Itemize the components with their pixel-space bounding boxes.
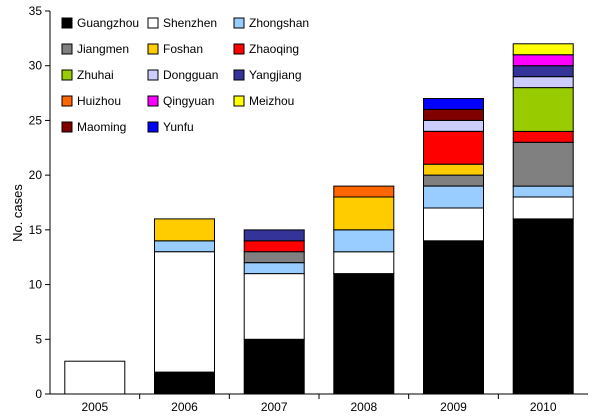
bar-zhongshan-2007 (243, 262, 305, 275)
bar-zhuhai-2010 (512, 87, 574, 132)
legend-label-meizhou: Meizhou (249, 94, 294, 108)
bar-shenzhen-2009 (423, 207, 484, 242)
y-tick-label-5: 5 (35, 332, 42, 346)
bar-guangzhou-2007 (243, 338, 305, 395)
bar-shenzhen-2007 (243, 273, 305, 340)
legend-label-dongguan: Dongguan (163, 68, 218, 82)
axes-layer: 0 5 10 15 20 25 30 35 2005 2006 2007 2008 2009 2010 (29, 4, 588, 414)
y-tick-label-10: 10 (29, 278, 43, 292)
bar-yangjiang-2010 (512, 65, 574, 78)
x-tick-label-2008: 2008 (350, 400, 377, 414)
bar-yunfu-2009 (423, 98, 484, 110)
bar-shenzhen-2005 (64, 360, 126, 395)
bar-yangjiang-2007 (243, 229, 305, 242)
bar-zhongshan-2006 (154, 240, 215, 253)
legend-label-yunfu: Yunfu (163, 120, 194, 134)
x-tick-label-2006: 2006 (171, 400, 198, 414)
legend-swatch-jiangmen (61, 43, 73, 55)
legend: Guangzhou Shenzhen Zhongshan Jiangmen Foshan… (61, 16, 309, 134)
bar-foshan-2008 (333, 196, 395, 231)
bar-jiangmen-2009 (423, 174, 484, 187)
bar-dongguan-2009 (423, 119, 484, 132)
x-tick-label-2007: 2007 (261, 400, 288, 414)
bar-zhaoqing-2009 (423, 130, 484, 165)
legend-swatch-meizhou (233, 95, 245, 107)
legend-swatch-qingyuan (147, 95, 159, 107)
legend-swatch-yangjiang (233, 69, 245, 81)
legend-label-yangjiang: Yangjiang (249, 68, 302, 82)
y-tick-label-35: 35 (29, 4, 43, 18)
legend-label-foshan: Foshan (163, 42, 203, 56)
legend-swatch-foshan (147, 43, 159, 55)
legend-swatch-guangzhou (61, 17, 73, 29)
legend-label-jiangmen: Jiangmen (77, 42, 129, 56)
legend-label-qingyuan: Qingyuan (163, 94, 214, 108)
legend-label-zhongshan: Zhongshan (249, 16, 309, 30)
bar-meizhou-2010 (512, 43, 574, 56)
x-tick-label-2010: 2010 (530, 400, 557, 414)
y-tick-label-30: 30 (29, 59, 43, 73)
bar-shenzhen-2008 (333, 251, 395, 275)
bar-maoming-2009 (423, 109, 484, 121)
legend-swatch-maoming (61, 121, 73, 133)
legend-label-maoming: Maoming (77, 120, 126, 134)
bar-guangzhou-2006 (154, 371, 215, 395)
legend-label-shenzhen: Shenzhen (163, 16, 217, 30)
bar-zhongshan-2010 (512, 185, 574, 198)
bar-shenzhen-2006 (154, 251, 215, 373)
legend-swatch-zhuhai (61, 69, 73, 81)
bar-zhaoqing-2010 (512, 130, 574, 143)
bar-qingyuan-2010 (512, 54, 574, 67)
bar-zhongshan-2009 (423, 185, 484, 209)
legend-swatch-huizhou (61, 95, 73, 107)
legend-label-zhaoqing: Zhaoqing (249, 42, 299, 56)
y-axis-title: No. cases (10, 184, 25, 242)
x-tick-label-2009: 2009 (440, 400, 467, 414)
bar-shenzhen-2010 (512, 196, 574, 220)
bar-guangzhou-2009 (423, 240, 484, 395)
legend-swatch-shenzhen (147, 17, 159, 29)
bars-layer (64, 43, 574, 395)
legend-label-huizhou: Huizhou (77, 94, 121, 108)
legend-swatch-zhongshan (233, 17, 245, 29)
bar-dongguan-2010 (512, 76, 574, 89)
bar-zhaoqing-2007 (243, 240, 305, 253)
bar-guangzhou-2008 (333, 273, 395, 395)
bar-foshan-2006 (154, 218, 215, 242)
legend-label-guangzhou: Guangzhou (77, 16, 139, 30)
legend-swatch-yunfu (147, 121, 159, 133)
y-tick-label-0: 0 (35, 387, 42, 401)
bar-guangzhou-2010 (512, 218, 574, 395)
legend-label-zhuhai: Zhuhai (77, 68, 114, 82)
bar-jiangmen-2010 (512, 141, 574, 187)
y-tick-label-25: 25 (29, 113, 43, 127)
bar-foshan-2009 (423, 163, 484, 176)
bar-jiangmen-2007 (243, 251, 305, 264)
legend-swatch-zhaoqing (233, 43, 245, 55)
y-tick-label-20: 20 (29, 168, 43, 182)
x-tick-label-2005: 2005 (81, 400, 108, 414)
bar-zhongshan-2008 (333, 229, 395, 253)
y-tick-label-15: 15 (29, 223, 43, 237)
legend-swatch-dongguan (147, 69, 159, 81)
bar-huizhou-2008 (333, 185, 395, 198)
